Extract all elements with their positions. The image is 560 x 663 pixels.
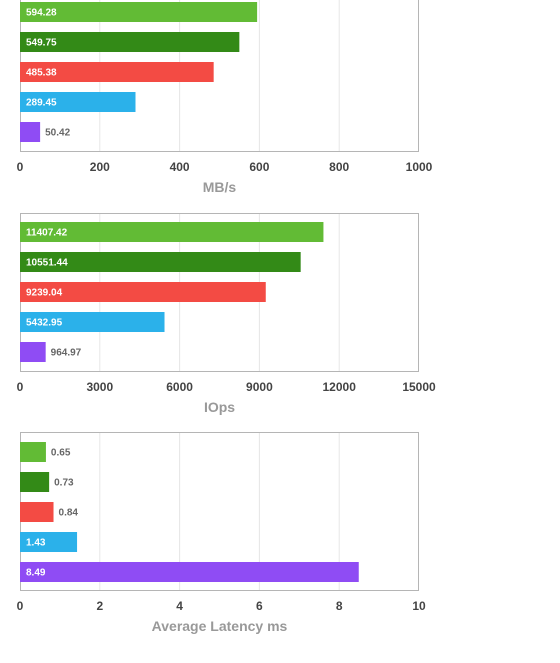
- bar-5: [20, 122, 41, 142]
- value-label-5: 8.49: [26, 568, 46, 579]
- value-label-3: 485.38: [26, 68, 57, 79]
- bar-5: [20, 562, 359, 582]
- value-label-4: 5432.95: [26, 318, 63, 329]
- x-tick-label: 600: [249, 160, 269, 174]
- bar-5: [20, 342, 46, 362]
- chart-panel-3: 0.65 0.73 0.84 1.43 8.49 0 2 4 6 8 10 Average Laten…: [17, 432, 426, 634]
- value-label-2: 0.73: [54, 478, 74, 489]
- chart-panel-2: 11407.42 10551.44 9239.04 5432.95 964.97 0 300…: [17, 213, 436, 415]
- bar-4: [20, 312, 165, 332]
- x-axis-label: MB/s: [203, 179, 237, 195]
- bar-3: [20, 62, 214, 82]
- bar-3: [20, 282, 266, 302]
- bar-1: [20, 222, 324, 242]
- value-label-1: 11407.42: [26, 228, 68, 239]
- value-label-5: 50.42: [45, 128, 70, 139]
- value-label-4: 289.45: [26, 98, 57, 109]
- bar-4: [20, 532, 78, 552]
- value-label-1: 594.28: [26, 8, 57, 19]
- bar-2: [20, 32, 240, 52]
- x-tick-label: 800: [329, 160, 349, 174]
- x-tick-label: 4: [176, 599, 183, 613]
- x-tick-label: 15000: [402, 380, 436, 394]
- value-label-2: 10551.44: [26, 258, 68, 269]
- x-tick-label: 0: [17, 380, 24, 394]
- value-label-3: 0.84: [59, 508, 79, 519]
- x-tick-label: 10: [412, 599, 426, 613]
- x-tick-label: 200: [90, 160, 110, 174]
- x-tick-label: 400: [170, 160, 190, 174]
- bar-1: [20, 2, 258, 22]
- value-label-3: 9239.04: [26, 288, 63, 299]
- x-axis-label: Average Latency ms: [152, 618, 288, 634]
- bar-3: [20, 502, 54, 522]
- x-tick-label: 2: [96, 599, 103, 613]
- x-tick-label: 9000: [246, 380, 273, 394]
- bar-4: [20, 92, 136, 112]
- bar-2: [20, 252, 301, 272]
- bar-1: [20, 442, 46, 462]
- value-label-4: 1.43: [26, 538, 46, 549]
- x-tick-label: 1000: [406, 160, 433, 174]
- x-tick-label: 6000: [166, 380, 193, 394]
- chart-panel-1: 594.28 549.75 485.38 289.45 50.42 0 200 400 600 8…: [17, 0, 433, 195]
- value-label-5: 964.97: [51, 348, 82, 359]
- x-tick-label: 3000: [86, 380, 113, 394]
- x-tick-label: 8: [336, 599, 343, 613]
- x-tick-label: 6: [256, 599, 263, 613]
- bar-2: [20, 472, 50, 492]
- value-label-2: 549.75: [26, 38, 57, 49]
- x-tick-label: 12000: [323, 380, 357, 394]
- x-axis-label: IOps: [204, 399, 235, 415]
- x-tick-label: 0: [17, 160, 24, 174]
- x-tick-label: 0: [17, 599, 24, 613]
- value-label-1: 0.65: [51, 448, 71, 459]
